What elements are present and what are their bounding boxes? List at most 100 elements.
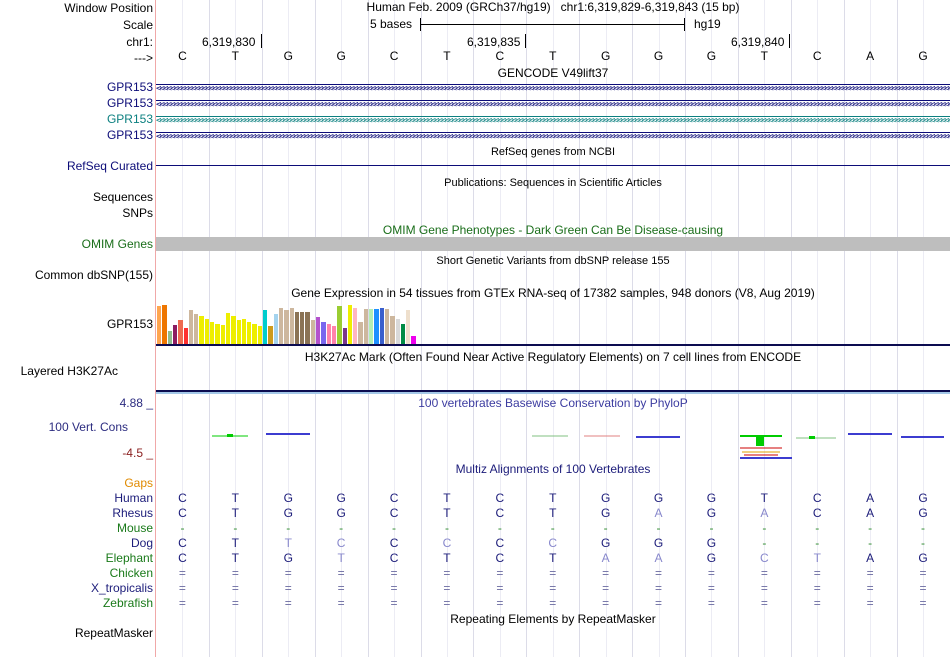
gtex-tissue-bar[interactable] — [284, 310, 289, 344]
ruler-tick-mark-3 — [789, 34, 790, 48]
gtex-tissue-bar[interactable] — [384, 308, 390, 344]
gtex-tissue-bar[interactable] — [278, 308, 284, 344]
track-image[interactable]: Human Feb. 2009 (GRCh37/hg19) chr1:6,319… — [156, 0, 950, 657]
alignment-base: = — [866, 566, 874, 580]
gtex-tissue-bar[interactable] — [353, 308, 358, 344]
phylop-plot[interactable] — [156, 428, 950, 464]
gtex-tissue-bar[interactable] — [231, 316, 236, 344]
gtex-tissue-bar[interactable] — [241, 319, 247, 344]
alignment-base: - — [762, 521, 767, 535]
gtex-gene-label[interactable]: GPR153 — [106, 317, 153, 331]
gene-label-gpr153-3[interactable]: GPR153 — [106, 112, 153, 126]
gtex-tissue-bar[interactable] — [220, 324, 225, 344]
alignment-base: C — [548, 536, 558, 550]
repeatmasker-label[interactable]: RepeatMasker — [74, 626, 153, 640]
species-label-dog[interactable]: Dog — [130, 536, 153, 550]
h3k27ac-signal[interactable] — [156, 392, 950, 394]
gene-model-gpr153-1[interactable]: <<<<<<<<<<<<<<<<<<<<<<<<<<<<<<<<<<<<<<<<… — [156, 84, 950, 94]
gtex-tissue-bar[interactable] — [194, 314, 199, 344]
species-label-zebrafish[interactable]: Zebrafish — [102, 596, 153, 610]
alignment-base: G — [336, 491, 346, 505]
alignment-base: - — [286, 521, 291, 535]
sequences-label[interactable]: Sequences — [92, 190, 153, 204]
gtex-tissue-bar[interactable] — [395, 319, 400, 344]
alignment-base: = — [919, 596, 927, 610]
species-label-x_tropicalis[interactable]: X_tropicalis — [90, 581, 153, 595]
gtex-tissue-bar[interactable] — [167, 331, 172, 344]
gtex-tissue-bar[interactable] — [257, 326, 263, 344]
gtex-tissue-bar[interactable] — [172, 324, 178, 344]
gtex-tissue-bar[interactable] — [247, 322, 252, 344]
gtex-tissue-bar[interactable] — [369, 308, 374, 344]
base-gridline — [473, 0, 475, 657]
gtex-tissue-bar[interactable] — [183, 328, 188, 344]
alignment-base: T — [231, 551, 240, 565]
gtex-tissue-bar[interactable] — [358, 322, 363, 344]
gtex-tissue-bar[interactable] — [374, 308, 379, 344]
gtex-tissue-bar[interactable] — [300, 312, 305, 344]
gtex-tissue-bar[interactable] — [210, 322, 215, 344]
base-8: T — [549, 49, 557, 63]
gtex-tissue-bar[interactable] — [347, 304, 353, 344]
alignment-base: = — [231, 596, 239, 610]
gtex-tissue-bar[interactable] — [162, 304, 167, 344]
phylop-title: 100 vertebrates Basewise Conservation by… — [418, 396, 688, 410]
gtex-tissue-bar[interactable] — [326, 324, 331, 344]
gtex-tissue-bar[interactable] — [252, 324, 257, 344]
gtex-tissue-bar[interactable] — [310, 320, 316, 344]
gtex-tissue-bar[interactable] — [342, 328, 347, 344]
gtex-tissue-bar[interactable] — [263, 310, 268, 344]
gtex-bar-chart[interactable] — [156, 302, 536, 344]
gtex-tissue-bar[interactable] — [406, 310, 411, 344]
gtex-tissue-bar[interactable] — [363, 308, 369, 344]
omim-phenotype-bar[interactable] — [156, 237, 950, 251]
gtex-tissue-bar[interactable] — [400, 324, 406, 344]
gtex-tissue-bar[interactable] — [294, 312, 300, 344]
refseq-gene-line[interactable] — [156, 165, 950, 166]
species-label-chicken[interactable]: Chicken — [109, 566, 153, 580]
alignment-base: A — [760, 506, 769, 520]
gtex-tissue-bar[interactable] — [273, 314, 278, 344]
scale-bar-left-cap — [420, 18, 421, 31]
common-dbsnp-label[interactable]: Common dbSNP(155) — [34, 268, 153, 282]
phylop-peak-2 — [756, 436, 764, 446]
gtex-tissue-bar[interactable] — [215, 324, 220, 344]
gene-label-gpr153-2[interactable]: GPR153 — [106, 96, 153, 110]
gtex-tissue-bar[interactable] — [321, 322, 326, 344]
gtex-tissue-bar[interactable] — [316, 316, 321, 344]
alignment-base: C — [178, 491, 187, 505]
gtex-tissue-bar[interactable] — [411, 336, 416, 344]
gtex-tissue-bar[interactable] — [157, 306, 162, 344]
gtex-tissue-bar[interactable] — [188, 310, 194, 344]
gene-model-gpr153-2[interactable]: <<<<<<<<<<<<<<<<<<<<<<<<<<<<<<<<<<<<<<<<… — [156, 100, 950, 110]
gtex-tissue-bar[interactable] — [178, 320, 183, 344]
gtex-tissue-bar[interactable] — [337, 306, 342, 344]
gene-label-gpr153-4[interactable]: GPR153 — [106, 128, 153, 142]
gene-label-gpr153-1[interactable]: GPR153 — [106, 80, 153, 94]
species-label-elephant[interactable]: Elephant — [105, 551, 153, 565]
gene-model-gpr153-4[interactable]: <<<<<<<<<<<<<<<<<<<<<<<<<<<<<<<<<<<<<<<<… — [156, 132, 950, 142]
gtex-tissue-bar[interactable] — [390, 316, 395, 344]
alignment-base: = — [337, 581, 345, 595]
gtex-tissue-bar[interactable] — [305, 312, 310, 344]
gtex-tissue-bar[interactable] — [289, 308, 294, 344]
gtex-tissue-bar[interactable] — [268, 326, 273, 344]
gtex-tissue-bar[interactable] — [199, 316, 204, 344]
ruler-tick-mark-1 — [261, 34, 262, 48]
refseq-curated-label[interactable]: RefSeq Curated — [66, 159, 153, 173]
gene-model-gpr153-3[interactable]: <<<<<<<<<<<<<<<<<<<<<<<<<<<<<<<<<<<<<<<<… — [156, 116, 950, 126]
vert-cons-label[interactable]: 100 Vert. Cons — [48, 420, 128, 434]
species-label-human[interactable]: Human — [114, 491, 153, 505]
gtex-tissue-bar[interactable] — [236, 320, 241, 344]
h3k27ac-label[interactable]: Layered H3K27Ac — [20, 364, 118, 378]
omim-genes-label[interactable]: OMIM Genes — [81, 237, 153, 251]
snps-label[interactable]: SNPs — [122, 206, 153, 220]
gtex-tissue-bar[interactable] — [204, 319, 210, 344]
gtex-tissue-bar[interactable] — [379, 308, 384, 344]
alignment-base: T — [443, 491, 451, 505]
gencode-title: GENCODE V49lift37 — [497, 66, 609, 80]
species-label-rhesus[interactable]: Rhesus — [112, 506, 153, 520]
species-label-mouse[interactable]: Mouse — [116, 521, 153, 535]
gtex-tissue-bar[interactable] — [225, 312, 231, 344]
gtex-tissue-bar[interactable] — [331, 326, 337, 344]
